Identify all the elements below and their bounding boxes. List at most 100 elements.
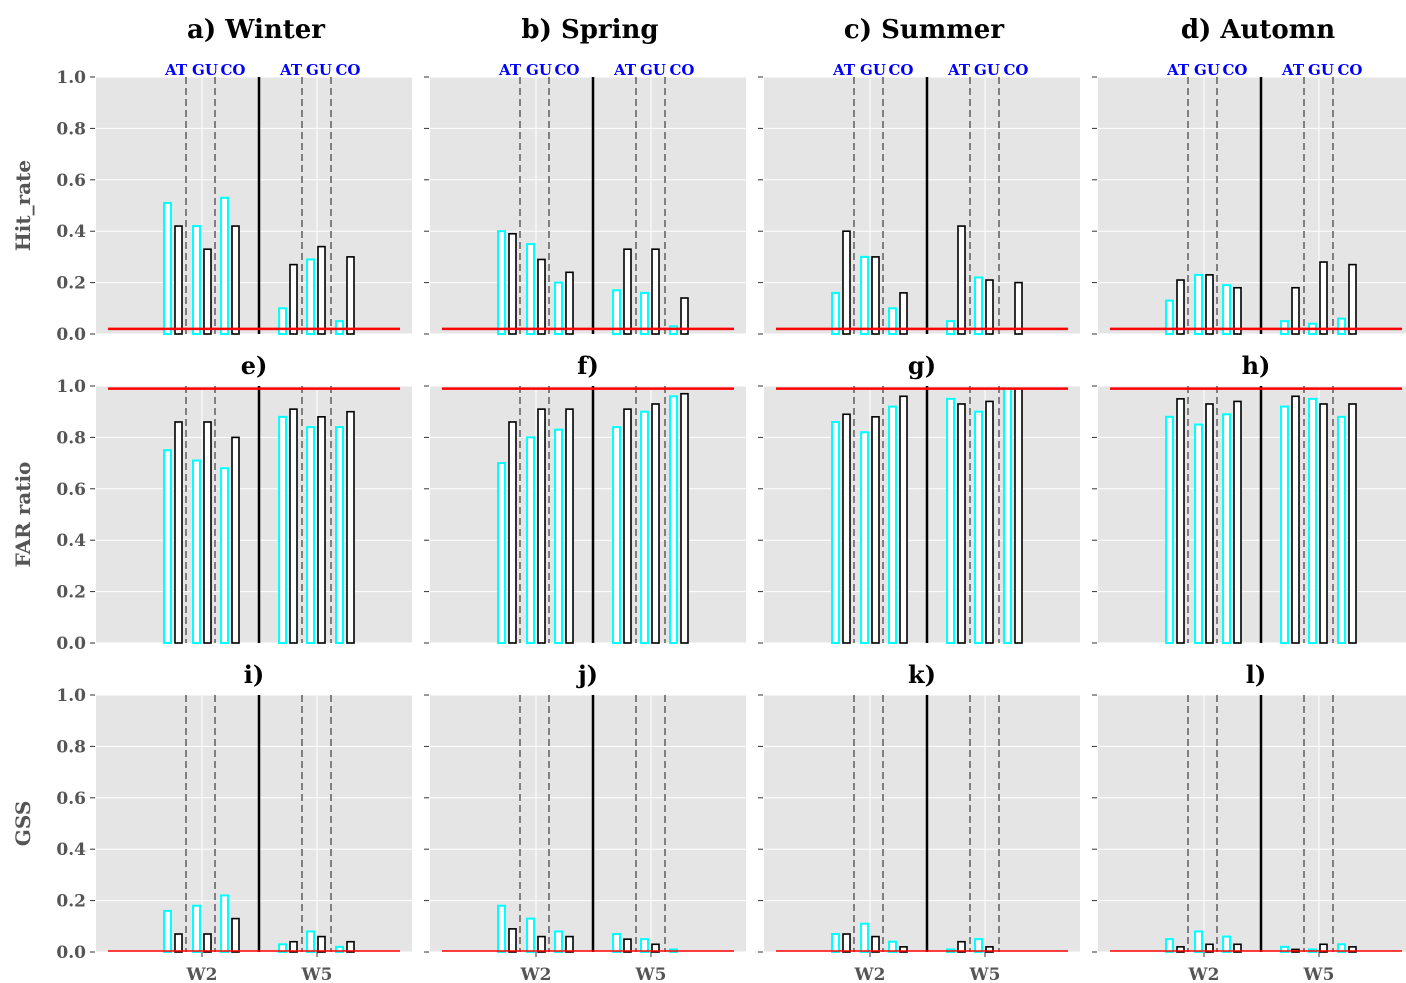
bar-model-b xyxy=(1176,398,1185,644)
bar-model-a xyxy=(554,281,563,336)
panel-subtitle: i) xyxy=(244,660,264,689)
bar-model-a xyxy=(278,307,287,335)
bar-model-b xyxy=(537,408,546,644)
bar-model-b xyxy=(842,933,851,953)
bar-model-a xyxy=(640,938,649,954)
bar-model-b xyxy=(1348,403,1357,644)
x-tick-label: W5 xyxy=(1303,965,1335,983)
bar-model-b xyxy=(842,230,851,335)
bar-model-b xyxy=(289,408,298,644)
group-label: AT xyxy=(164,61,188,79)
group-label: CO xyxy=(888,61,913,79)
bar-model-a xyxy=(1165,299,1174,335)
bar-model-a xyxy=(192,225,201,335)
group-label: AT xyxy=(832,61,856,79)
x-tick-label: W5 xyxy=(635,965,667,983)
group-label: AT xyxy=(613,61,637,79)
bar-model-b xyxy=(899,946,908,953)
y-tick-label: 0.8 xyxy=(56,119,86,139)
bar-model-b xyxy=(565,408,574,644)
panel-subtitle: h) xyxy=(1242,351,1271,380)
bar-model-a xyxy=(1222,284,1231,336)
bar-model-b xyxy=(1291,395,1300,644)
bar-model-a xyxy=(946,320,955,335)
bar-model-b xyxy=(1176,279,1185,335)
group-label: CO xyxy=(669,61,694,79)
bar-model-b xyxy=(680,392,689,644)
group-label: GU xyxy=(974,61,1000,79)
y-tick-label: 0.0 xyxy=(56,325,86,345)
y-tick-label: 0.2 xyxy=(56,274,86,294)
bar-model-b xyxy=(623,408,632,644)
bar-model-b xyxy=(985,400,994,644)
y-tick-label: 0.0 xyxy=(56,943,86,963)
bar-model-b xyxy=(1348,946,1357,953)
bar-model-b xyxy=(1014,281,1023,335)
bar-model-a xyxy=(669,395,678,644)
panel-title: b) Spring xyxy=(521,15,658,45)
group-label: GU xyxy=(306,61,332,79)
panel-background-r2c3 xyxy=(764,386,1080,643)
bar-model-b xyxy=(289,940,298,953)
group-label: CO xyxy=(1222,61,1247,79)
panel-background-r1c2 xyxy=(430,77,746,334)
bar-model-a xyxy=(612,933,621,954)
x-tick-label: W2 xyxy=(186,965,218,983)
bar-model-a xyxy=(831,420,840,645)
bar-model-a xyxy=(1194,273,1203,336)
bar-model-b xyxy=(623,248,632,335)
bar-model-b xyxy=(1319,403,1328,644)
panel-background-r2c4 xyxy=(1098,386,1406,643)
panel-background-r1c3 xyxy=(764,77,1080,334)
bar-model-a xyxy=(888,405,897,644)
panel-background-r1c4 xyxy=(1098,77,1406,334)
bar-model-a xyxy=(831,291,840,336)
y-axis-label-row-2: FAR ratio xyxy=(11,462,35,568)
panel-subtitle: f) xyxy=(577,351,599,380)
y-tick-label: 1.0 xyxy=(56,68,86,88)
bar-model-a xyxy=(1194,930,1203,954)
y-tick-label: 0.2 xyxy=(56,892,86,912)
bar-model-a xyxy=(640,291,649,336)
group-label: AT xyxy=(1281,61,1305,79)
y-tick-label: 0.8 xyxy=(56,737,86,757)
bar-model-a xyxy=(526,436,535,644)
group-label: GU xyxy=(640,61,666,79)
bar-model-a xyxy=(974,410,983,645)
group-label: AT xyxy=(1166,61,1190,79)
bar-model-a xyxy=(335,320,344,335)
bar-model-b xyxy=(1348,263,1357,335)
panel-subtitle: e) xyxy=(241,351,268,380)
bar-model-b xyxy=(1319,261,1328,335)
bar-model-b xyxy=(1233,943,1242,953)
y-tick-label: 1.0 xyxy=(56,686,86,706)
panel-background-r2c2 xyxy=(430,386,746,643)
bar-model-a xyxy=(526,917,535,954)
x-tick-label: W5 xyxy=(301,965,333,983)
bar-model-b xyxy=(957,403,966,644)
bar-model-a xyxy=(497,462,506,644)
y-tick-label: 0.6 xyxy=(56,171,86,191)
bar-model-a xyxy=(192,904,201,953)
bar-model-a xyxy=(278,943,287,953)
bar-model-b xyxy=(985,946,994,953)
group-label: GU xyxy=(860,61,886,79)
y-tick-label: 0.4 xyxy=(56,222,86,242)
bar-model-a xyxy=(1222,413,1231,644)
x-tick-label: W5 xyxy=(969,965,1001,983)
bar-model-b xyxy=(842,413,851,644)
panel-background-r3c2 xyxy=(430,695,746,952)
bar-model-b xyxy=(537,258,546,335)
group-label: GU xyxy=(192,61,218,79)
bar-model-b xyxy=(317,935,326,953)
bar-model-b xyxy=(651,248,660,335)
bar-model-a xyxy=(860,922,869,953)
bar-model-b xyxy=(317,245,326,335)
y-tick-label: 0.4 xyxy=(56,840,86,860)
bar-model-b xyxy=(899,395,908,644)
bar-model-b xyxy=(1176,946,1185,953)
panel-title: d) Automn xyxy=(1181,15,1335,45)
bar-model-b xyxy=(871,256,880,335)
bar-model-a xyxy=(163,449,172,644)
